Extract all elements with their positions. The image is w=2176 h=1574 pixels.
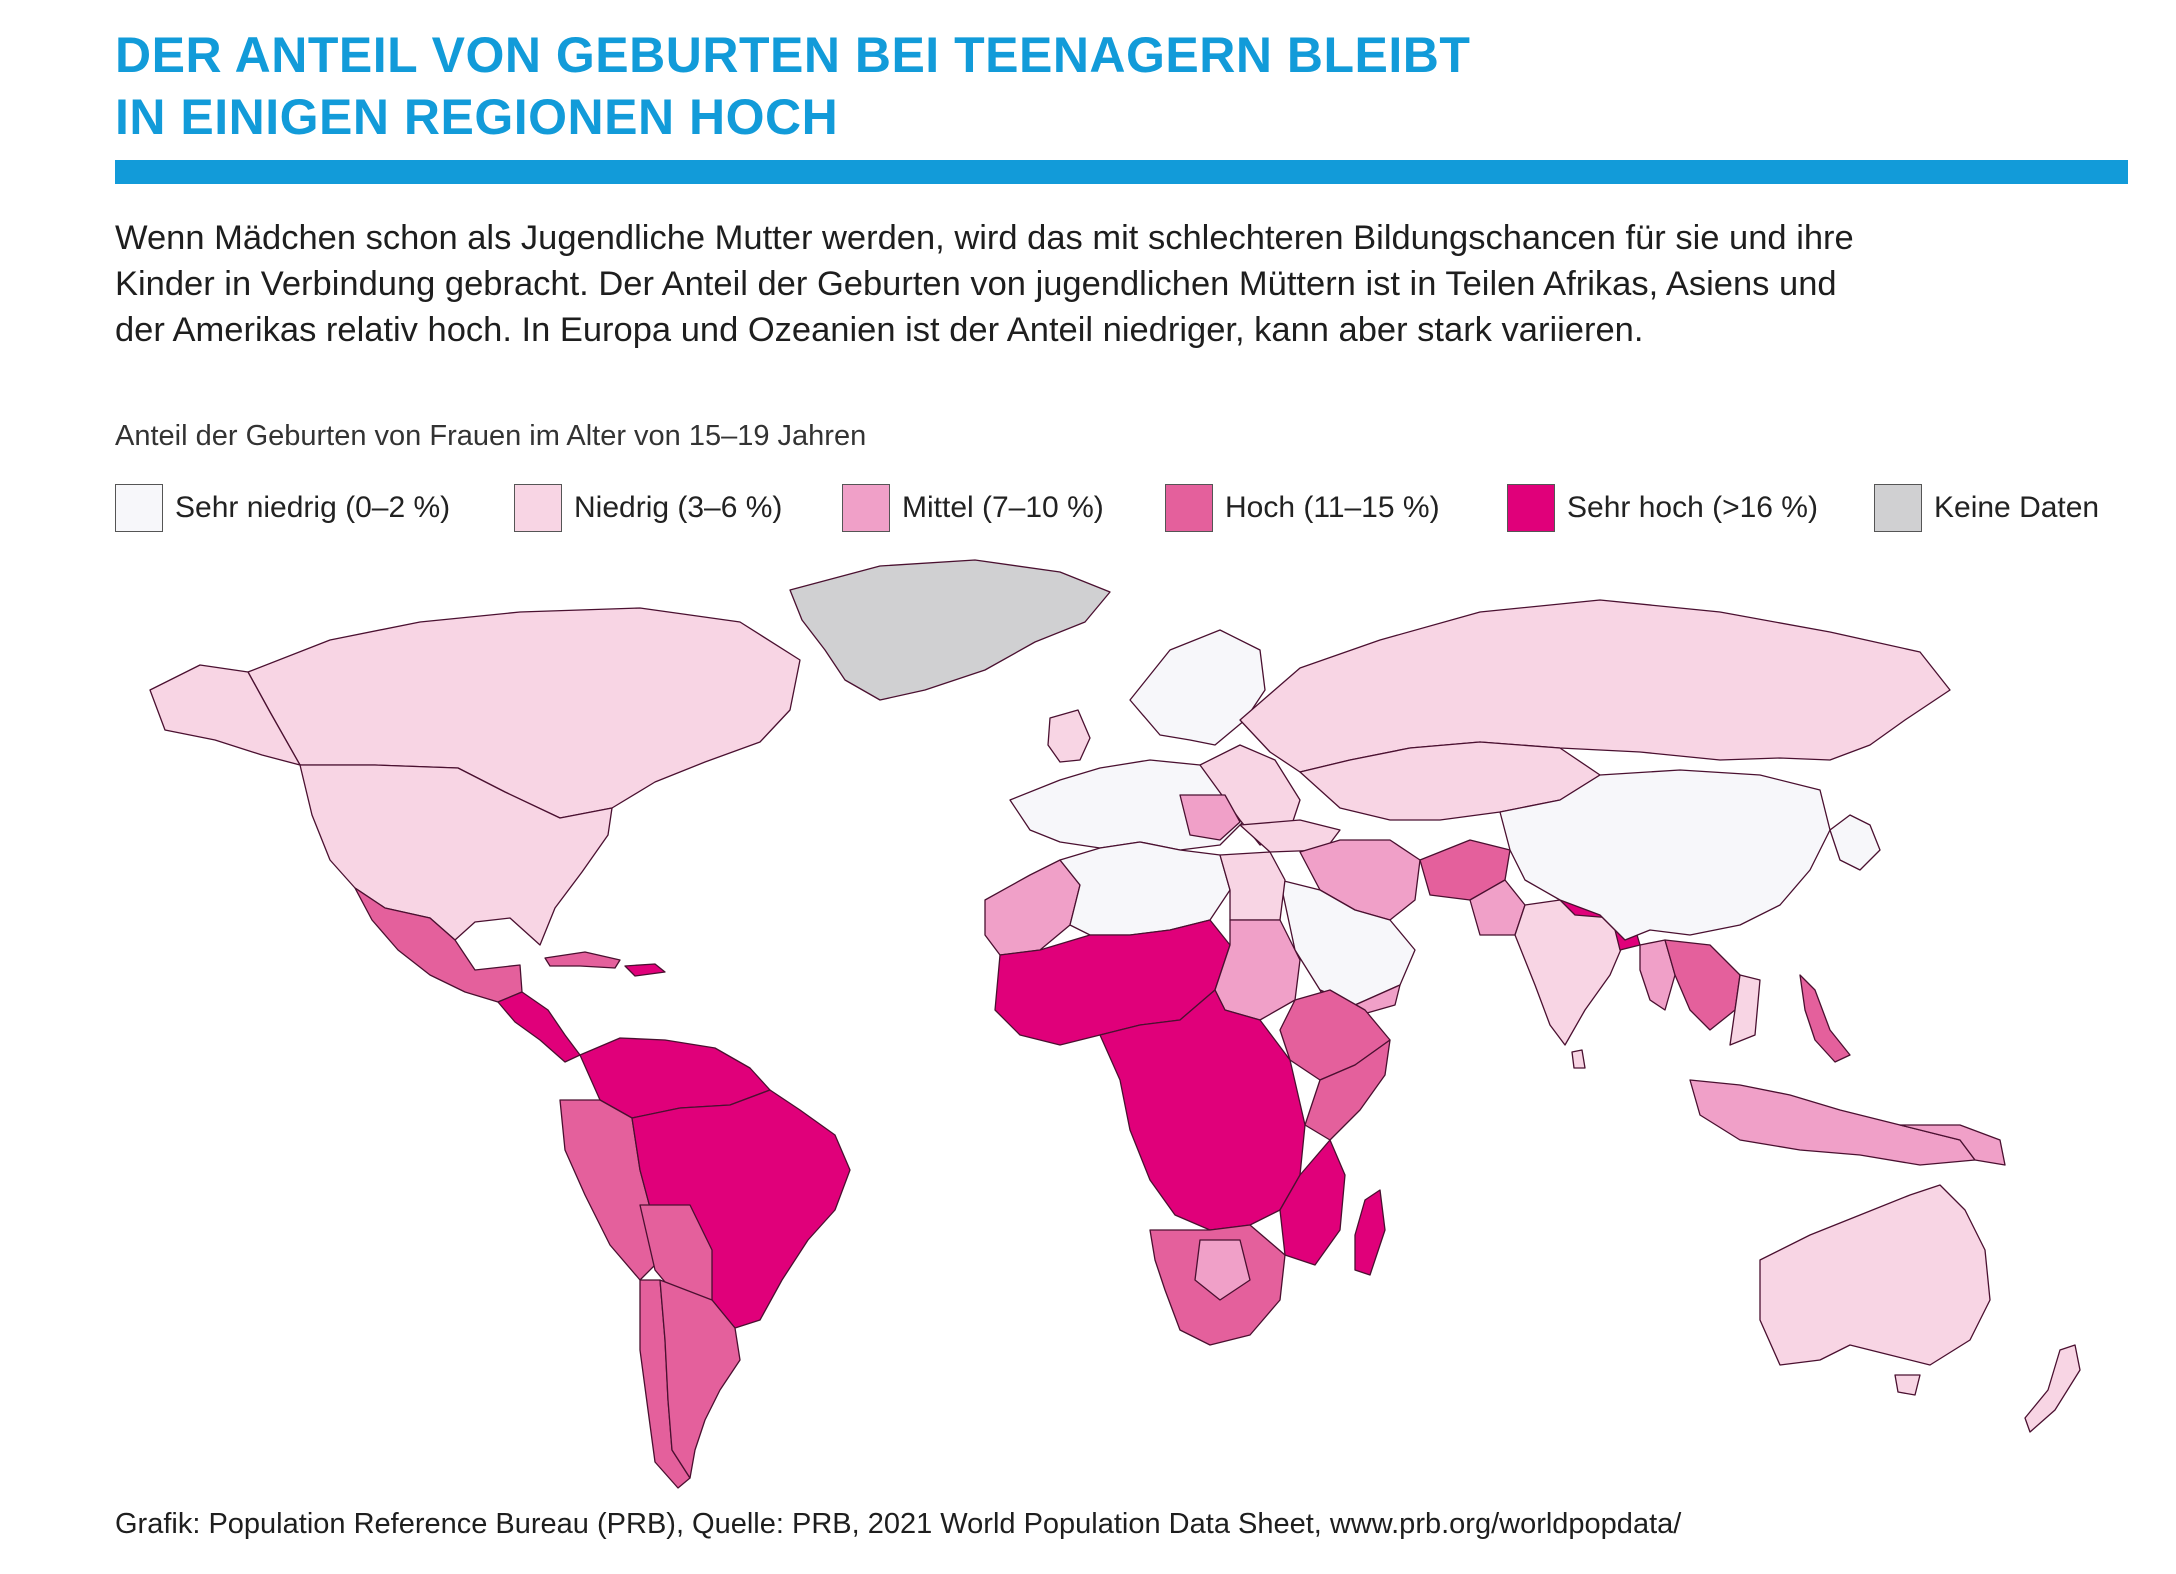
region-australia [1759, 1184, 1991, 1366]
map-subtitle: Anteil der Geburten von Frauen im Alter … [115, 420, 867, 452]
legend-item-high: Hoch (11–15 %) [1165, 484, 1440, 532]
region-hispaniola [624, 963, 666, 977]
region-philippines [1799, 974, 1851, 1063]
legend-label-very-low: Sehr niedrig (0–2 %) [175, 491, 451, 524]
legend-label-low: Niedrig (3–6 %) [574, 491, 783, 524]
legend-label-very-high: Sehr hoch (>16 %) [1567, 491, 1818, 524]
region-central-america [497, 991, 581, 1063]
region-madagascar [1354, 1189, 1386, 1276]
intro-text: Wenn Mädchen schon als Jugendliche Mutte… [115, 215, 2145, 353]
region-uk-ireland [1047, 709, 1091, 763]
legend-item-medium: Mittel (7–10 %) [842, 484, 1104, 532]
legend-swatch-high [1165, 484, 1213, 532]
region-vietnam [1729, 974, 1761, 1046]
region-india [1514, 899, 1626, 1046]
legend-swatch-medium [842, 484, 890, 532]
region-east-africa-south [1279, 1139, 1346, 1266]
region-greenland [789, 559, 1111, 701]
region-arabia [1279, 879, 1416, 1006]
region-china [1499, 769, 1831, 941]
region-korea-japan [1829, 814, 1881, 871]
legend-item-very-high: Sehr hoch (>16 %) [1507, 484, 1818, 532]
intro-line-3: der Amerikas relativ hoch. In Europa und… [115, 311, 1644, 349]
region-russia [1239, 599, 1951, 773]
legend-swatch-very-high [1507, 484, 1555, 532]
page-title: DER ANTEIL VON GEBURTEN BEI TEENAGERN BL… [115, 24, 1470, 148]
region-thailand-indochina [1664, 939, 1741, 1031]
region-tasmania [1894, 1374, 1921, 1396]
intro-line-1: Wenn Mädchen schon als Jugendliche Mutte… [115, 219, 1854, 257]
region-north-africa-west [984, 859, 1081, 956]
title-divider [115, 160, 2128, 184]
region-malaysia-indonesia [1689, 1079, 1976, 1166]
region-sri-lanka [1571, 1049, 1586, 1069]
legend-label-no-data: Keine Daten [1934, 491, 2100, 524]
legend-label-medium: Mittel (7–10 %) [902, 491, 1104, 524]
region-papua-new-guinea [1899, 1124, 2006, 1166]
region-new-zealand [2024, 1344, 2081, 1433]
region-turkey [1239, 819, 1341, 853]
region-argentina [659, 1279, 741, 1479]
legend-item-low: Niedrig (3–6 %) [514, 484, 782, 532]
legend-swatch-no-data [1874, 484, 1922, 532]
legend-swatch-very-low [115, 484, 163, 532]
region-sudan [1214, 919, 1301, 1021]
region-scandinavia [1129, 629, 1266, 746]
source-credit: Grafik: Population Reference Bureau (PRB… [115, 1508, 1682, 1540]
title-line-2: IN EINIGEN REGIONEN HOCH [115, 89, 839, 145]
region-egypt [1219, 851, 1286, 921]
region-caribbean [544, 951, 621, 969]
legend-item-no-data: Keine Daten [1874, 484, 2099, 532]
legend-label-high: Hoch (11–15 %) [1225, 491, 1440, 524]
region-somalia-kenya [1304, 1039, 1391, 1141]
region-western-europe [1009, 759, 1246, 851]
title-line-1: DER ANTEIL VON GEBURTEN BEI TEENAGERN BL… [115, 27, 1471, 83]
region-botswana [1194, 1239, 1251, 1301]
legend-swatch-low [514, 484, 562, 532]
region-balkans [1179, 794, 1241, 841]
intro-line-2: Kinder in Verbindung gebracht. Der Antei… [115, 265, 1837, 303]
legend-item-very-low: Sehr niedrig (0–2 %) [115, 484, 450, 532]
world-map [149, 559, 2081, 1489]
